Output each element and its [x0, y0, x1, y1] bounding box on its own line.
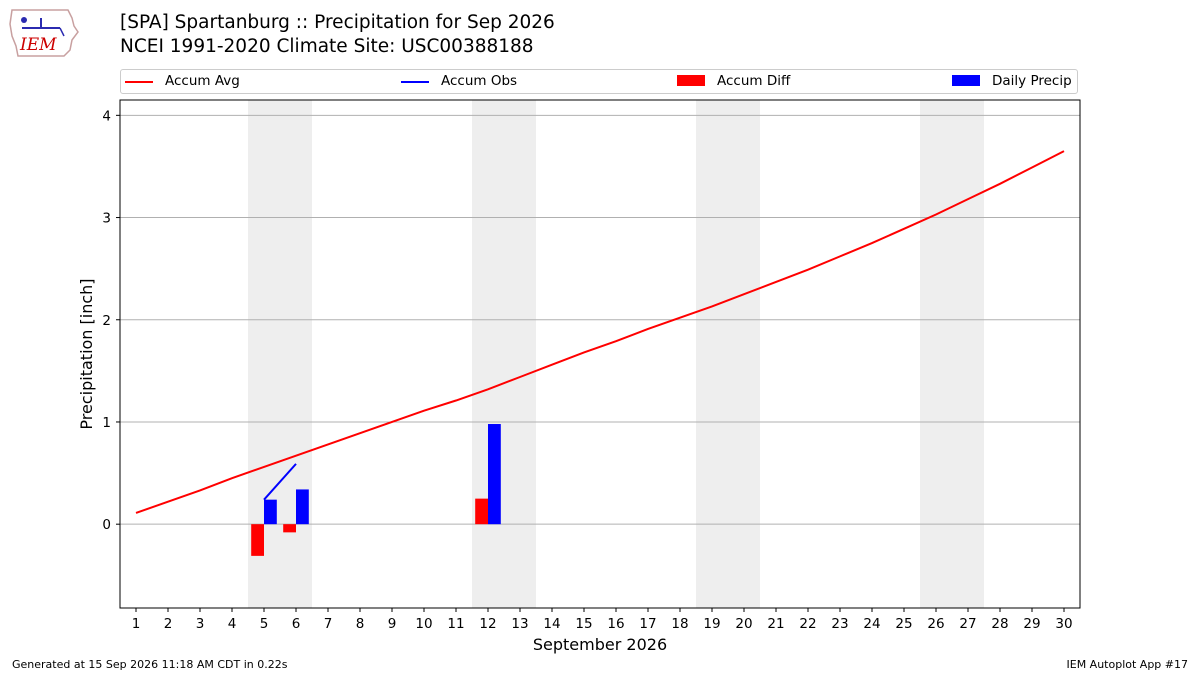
footer-app-text: IEM Autoplot App #17 — [1066, 658, 1189, 671]
x-tick-label: 15 — [575, 616, 592, 632]
x-tick-label: 6 — [292, 616, 301, 632]
accum-avg-line — [135, 150, 1065, 514]
x-tick-label: 22 — [799, 616, 816, 632]
x-tick-label: 25 — [895, 616, 912, 632]
chart-legend: Accum Avg Accum Obs Accum Diff Daily Pre… — [120, 69, 1078, 94]
x-tick-label: 23 — [831, 616, 848, 632]
x-tick-label: 24 — [863, 616, 880, 632]
daily-precip-bar-12 — [488, 424, 501, 525]
legend-swatch-daily-precip — [952, 75, 980, 86]
x-tick-label: 4 — [228, 616, 237, 632]
x-tick-label: 10 — [415, 616, 432, 632]
y-tick-label: 1 — [102, 415, 111, 431]
y-tick-label: 4 — [102, 108, 111, 124]
x-tick-label: 28 — [991, 616, 1008, 632]
accum-obs-line — [263, 463, 297, 501]
legend-label-accum-avg: Accum Avg — [165, 73, 240, 89]
x-axis-label: September 2026 — [533, 635, 667, 654]
x-tick-label: 5 — [260, 616, 269, 632]
x-tick-label: 21 — [767, 616, 784, 632]
x-tick-label: 20 — [735, 616, 752, 632]
daily-precip-bar-5 — [264, 499, 277, 525]
x-tick-label: 13 — [511, 616, 528, 632]
x-tick-label: 14 — [543, 616, 560, 632]
legend-swatch-accum-avg — [125, 81, 153, 83]
legend-label-accum-obs: Accum Obs — [441, 73, 518, 89]
x-tick-label: 8 — [356, 616, 365, 632]
legend-swatch-accum-diff — [677, 75, 705, 86]
weekend-band-3 — [920, 100, 984, 608]
x-tick-label: 16 — [607, 616, 624, 632]
x-tick-label: 3 — [196, 616, 205, 632]
legend-swatch-accum-obs — [401, 81, 429, 83]
x-tick-label: 2 — [164, 616, 173, 632]
chart-title: [SPA] Spartanburg :: Precipitation for S… — [120, 12, 555, 33]
accum-diff-bar-6 — [283, 524, 296, 533]
x-tick-label: 29 — [1023, 616, 1040, 632]
y-axis-label: Precipitation [inch] — [77, 278, 96, 429]
x-tick-label: 9 — [388, 616, 397, 632]
accum-diff-bar-12 — [475, 498, 488, 525]
x-tick-label: 30 — [1055, 616, 1072, 632]
x-tick-label: 11 — [447, 616, 464, 632]
weekend-band-1 — [472, 100, 536, 608]
footer-generated-text: Generated at 15 Sep 2026 11:18 AM CDT in… — [12, 658, 288, 671]
x-tick-label: 26 — [927, 616, 944, 632]
x-tick-label: 1 — [132, 616, 141, 632]
x-tick-label: 7 — [324, 616, 333, 632]
plot-frame — [119, 99, 1081, 609]
legend-label-accum-diff: Accum Diff — [717, 73, 791, 89]
logo-text: IEM — [19, 35, 57, 55]
x-tick-label: 17 — [639, 616, 656, 632]
x-tick-label: 19 — [703, 616, 720, 632]
x-tick-label: 18 — [671, 616, 688, 632]
x-tick-label: 12 — [479, 616, 496, 632]
y-tick-label: 0 — [102, 517, 111, 533]
y-tick-label: 3 — [102, 211, 111, 227]
legend-label-daily-precip: Daily Precip — [992, 73, 1072, 89]
iem-logo: IEM — [9, 9, 79, 57]
x-tick-label: 27 — [959, 616, 976, 632]
weekend-band-2 — [696, 100, 760, 608]
chart-subtitle: NCEI 1991-2020 Climate Site: USC00388188 — [120, 36, 534, 57]
daily-precip-bar-6 — [296, 489, 309, 525]
y-tick-label: 2 — [102, 313, 111, 329]
accum-diff-bar-5 — [251, 524, 264, 556]
